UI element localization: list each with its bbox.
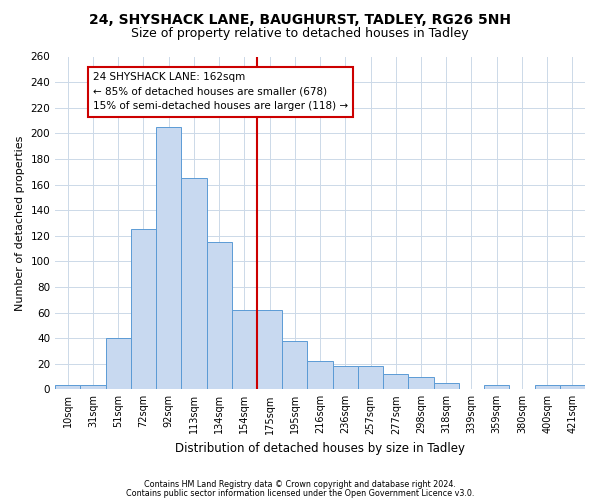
Bar — [434, 383, 459, 390]
Bar — [80, 386, 106, 390]
Text: 24, SHYSHACK LANE, BAUGHURST, TADLEY, RG26 5NH: 24, SHYSHACK LANE, BAUGHURST, TADLEY, RG… — [89, 12, 511, 26]
Bar — [307, 361, 332, 390]
Bar — [232, 310, 257, 390]
Bar — [181, 178, 206, 390]
Text: 24 SHYSHACK LANE: 162sqm
← 85% of detached houses are smaller (678)
15% of semi-: 24 SHYSHACK LANE: 162sqm ← 85% of detach… — [93, 72, 348, 112]
Text: Contains HM Land Registry data © Crown copyright and database right 2024.: Contains HM Land Registry data © Crown c… — [144, 480, 456, 489]
Bar — [332, 366, 358, 390]
Bar — [484, 386, 509, 390]
Bar — [560, 386, 585, 390]
Bar — [409, 376, 434, 390]
Bar — [535, 386, 560, 390]
Y-axis label: Number of detached properties: Number of detached properties — [15, 135, 25, 310]
Bar — [156, 127, 181, 390]
Bar — [106, 338, 131, 390]
Bar — [383, 374, 409, 390]
X-axis label: Distribution of detached houses by size in Tadley: Distribution of detached houses by size … — [175, 442, 465, 455]
Bar — [55, 386, 80, 390]
Bar — [131, 230, 156, 390]
Bar — [358, 366, 383, 390]
Bar — [206, 242, 232, 390]
Bar — [282, 340, 307, 390]
Bar — [257, 310, 282, 390]
Text: Size of property relative to detached houses in Tadley: Size of property relative to detached ho… — [131, 28, 469, 40]
Text: Contains public sector information licensed under the Open Government Licence v3: Contains public sector information licen… — [126, 490, 474, 498]
